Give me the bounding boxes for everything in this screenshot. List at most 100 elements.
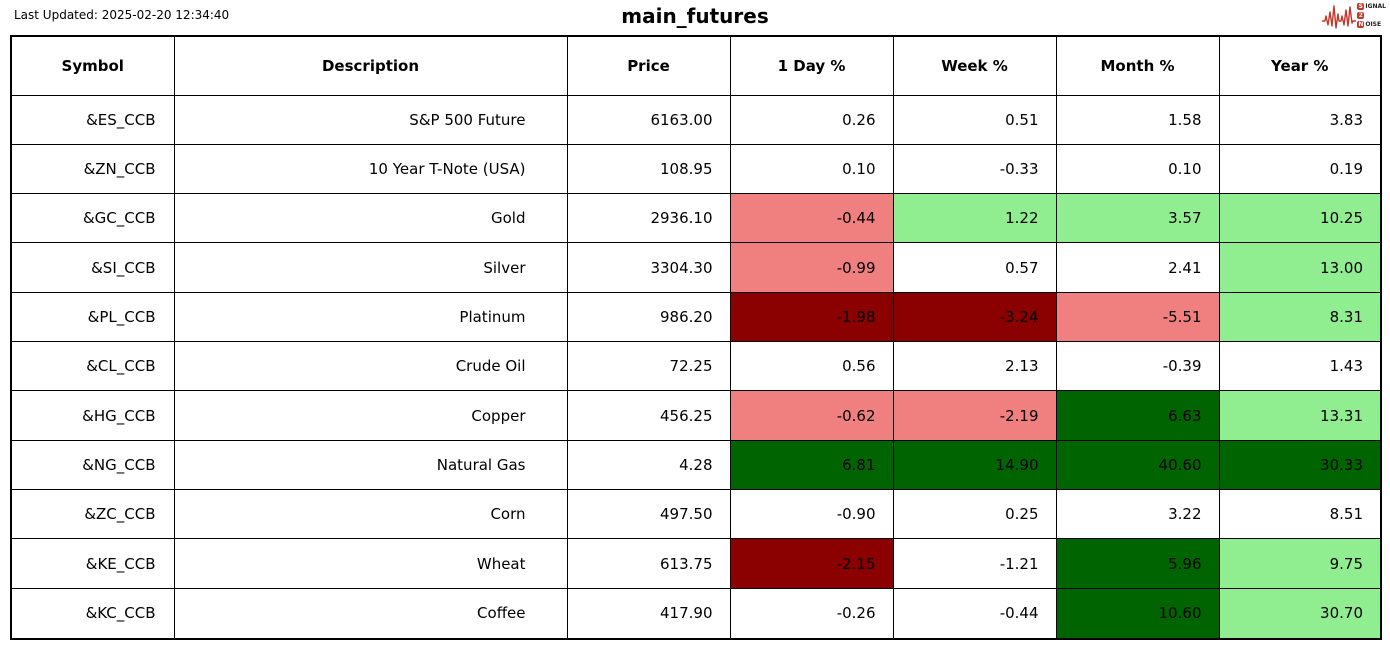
table-row: &ZN_CCB 10 Year T-Note (USA) 108.95 0.10 -0.…: [10, 143, 1382, 195]
pct-cell: 0.10: [1055, 143, 1220, 195]
price-cell: 3304.30: [566, 242, 731, 293]
ecg-waveform-icon: [1322, 2, 1357, 30]
page-title: main_futures: [621, 4, 769, 28]
pct-cell: 0.26: [729, 94, 894, 145]
pct-cell: 14.90: [892, 439, 1057, 491]
pct-cell: 0.10: [729, 143, 894, 195]
symbol-cell: &CL_CCB: [10, 341, 175, 392]
pct-cell: 9.75: [1218, 538, 1382, 589]
pct-cell: 10.25: [1218, 193, 1382, 244]
pct-cell: 30.33: [1218, 439, 1382, 491]
logo-wordmark: S IGNAL 2 N OISE: [1357, 2, 1386, 30]
pct-cell: -0.39: [1055, 341, 1220, 392]
pct-cell: 13.00: [1218, 242, 1382, 293]
price-cell: 417.90: [566, 587, 731, 640]
description-cell: Natural Gas: [173, 439, 568, 491]
pct-cell: 8.31: [1218, 291, 1382, 343]
price-cell: 986.20: [566, 291, 731, 343]
futures-table-header: Symbol Description Price 1 Day % Week % …: [10, 35, 1382, 96]
table-row: &KE_CCB Wheat 613.75 -2.15 -1.21 5.96 9.75: [10, 538, 1382, 589]
table-row: &ES_CCB S&P 500 Future 6163.00 0.26 0.51 1.58…: [10, 94, 1382, 145]
column-header-1day: 1 Day %: [729, 35, 894, 96]
description-cell: 10 Year T-Note (USA): [173, 143, 568, 195]
pct-cell: 30.70: [1218, 587, 1382, 640]
table-row: &GC_CCB Gold 2936.10 -0.44 1.22 3.57 10.25: [10, 193, 1382, 244]
pct-cell: -0.44: [729, 193, 894, 244]
pct-cell: -0.44: [892, 587, 1057, 640]
symbol-cell: &SI_CCB: [10, 242, 175, 293]
logo-rest-oise: OISE: [1365, 20, 1382, 28]
pct-cell: 2.41: [1055, 242, 1220, 293]
pct-cell: 0.25: [892, 489, 1057, 540]
pct-cell: 0.57: [892, 242, 1057, 293]
pct-cell: -0.99: [729, 242, 894, 293]
logo-line-2: 2: [1357, 11, 1386, 19]
pct-cell: -1.21: [892, 538, 1057, 589]
column-header-month: Month %: [1055, 35, 1220, 96]
futures-table-body: &ES_CCB S&P 500 Future 6163.00 0.26 0.51 1.58…: [10, 94, 1382, 640]
pct-cell: -3.24: [892, 291, 1057, 343]
symbol-cell: &ZC_CCB: [10, 489, 175, 540]
logo-letter-s: S: [1357, 2, 1365, 10]
description-cell: Coffee: [173, 587, 568, 640]
pct-cell: -2.19: [892, 390, 1057, 441]
table-row: &HG_CCB Copper 456.25 -0.62 -2.19 6.63 13.31: [10, 390, 1382, 441]
price-cell: 6163.00: [566, 94, 731, 145]
pct-cell: 3.57: [1055, 193, 1220, 244]
symbol-cell: &HG_CCB: [10, 390, 175, 441]
description-cell: Corn: [173, 489, 568, 540]
price-cell: 456.25: [566, 390, 731, 441]
pct-cell: 0.51: [892, 94, 1057, 145]
description-cell: Platinum: [173, 291, 568, 343]
logo-letter-n: N: [1357, 20, 1365, 28]
pct-cell: -0.33: [892, 143, 1057, 195]
symbol-cell: &ZN_CCB: [10, 143, 175, 195]
symbol-cell: &GC_CCB: [10, 193, 175, 244]
table-row: &ZC_CCB Corn 497.50 -0.90 0.25 3.22 8.51: [10, 489, 1382, 540]
price-cell: 497.50: [566, 489, 731, 540]
last-updated-label: Last Updated: 2025-02-20 12:34:40: [14, 8, 230, 22]
price-cell: 4.28: [566, 439, 731, 491]
pct-cell: 3.22: [1055, 489, 1220, 540]
pct-cell: 2.13: [892, 341, 1057, 392]
price-cell: 613.75: [566, 538, 731, 589]
table-row: &CL_CCB Crude Oil 72.25 0.56 2.13 -0.39 1.43: [10, 341, 1382, 392]
column-header-price: Price: [566, 35, 731, 96]
pct-cell: 1.43: [1218, 341, 1382, 392]
pct-cell: 0.19: [1218, 143, 1382, 195]
pct-cell: 6.81: [729, 439, 894, 491]
description-cell: Silver: [173, 242, 568, 293]
pct-cell: 6.63: [1055, 390, 1220, 441]
pct-cell: -1.98: [729, 291, 894, 343]
symbol-cell: &PL_CCB: [10, 291, 175, 343]
pct-cell: 1.58: [1055, 94, 1220, 145]
pct-cell: 3.83: [1218, 94, 1382, 145]
symbol-cell: &NG_CCB: [10, 439, 175, 491]
description-cell: Wheat: [173, 538, 568, 589]
price-cell: 108.95: [566, 143, 731, 195]
symbol-cell: &KE_CCB: [10, 538, 175, 589]
futures-table: Symbol Description Price 1 Day % Week % …: [10, 35, 1382, 640]
table-row: &KC_CCB Coffee 417.90 -0.26 -0.44 10.60 30.70: [10, 587, 1382, 640]
pct-cell: 8.51: [1218, 489, 1382, 540]
pct-cell: -2.15: [729, 538, 894, 589]
pct-cell: -0.90: [729, 489, 894, 540]
pct-cell: -0.62: [729, 390, 894, 441]
description-cell: S&P 500 Future: [173, 94, 568, 145]
table-row: &PL_CCB Platinum 986.20 -1.98 -3.24 -5.51 8.31: [10, 291, 1382, 343]
description-cell: Crude Oil: [173, 341, 568, 392]
column-header-week: Week %: [892, 35, 1057, 96]
signal2noise-logo: S IGNAL 2 N OISE: [1322, 2, 1386, 30]
table-row: &SI_CCB Silver 3304.30 -0.99 0.57 2.41 13.00: [10, 242, 1382, 293]
description-cell: Copper: [173, 390, 568, 441]
description-cell: Gold: [173, 193, 568, 244]
symbol-cell: &KC_CCB: [10, 587, 175, 640]
column-header-year: Year %: [1218, 35, 1382, 96]
price-cell: 2936.10: [566, 193, 731, 244]
logo-line-noise: N OISE: [1357, 20, 1386, 28]
pct-cell: 0.56: [729, 341, 894, 392]
table-row: &NG_CCB Natural Gas 4.28 6.81 14.90 40.60 30.3…: [10, 439, 1382, 491]
symbol-cell: &ES_CCB: [10, 94, 175, 145]
logo-rest-ignal: IGNAL: [1365, 2, 1386, 10]
header-row: Symbol Description Price 1 Day % Week % …: [10, 35, 1382, 96]
